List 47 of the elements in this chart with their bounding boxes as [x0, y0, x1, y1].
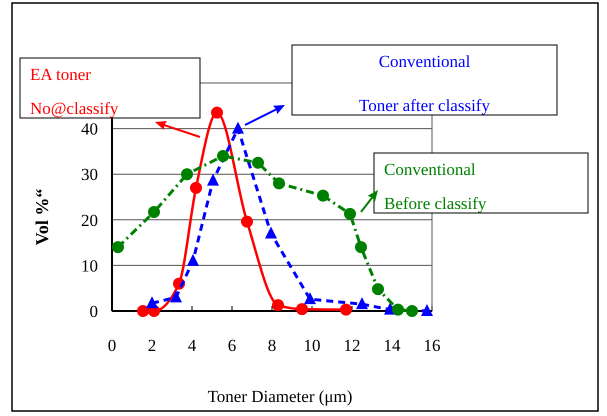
- x-axis-title: Toner Diameter (μm): [208, 387, 352, 406]
- point: [273, 177, 285, 190]
- point: [355, 241, 367, 254]
- point: [392, 304, 404, 316]
- x-tick-label: 0: [108, 336, 116, 355]
- point: [252, 156, 264, 169]
- point: [146, 296, 158, 308]
- y-tick-label: 40: [81, 120, 98, 139]
- point: [181, 168, 193, 180]
- point: [356, 297, 368, 310]
- x-tick-label: 16: [424, 336, 440, 355]
- point: [317, 190, 329, 202]
- y-tick-label: 20: [81, 210, 98, 230]
- point: [296, 303, 308, 316]
- point: [217, 150, 229, 162]
- x-tick-label: 2: [148, 336, 156, 355]
- point: [372, 283, 384, 296]
- point: [211, 106, 223, 119]
- point: [340, 304, 352, 316]
- x-tick-label: 6: [228, 336, 236, 355]
- point: [207, 174, 219, 186]
- series-label: Conventional Before classify: [384, 160, 487, 213]
- point: [304, 292, 316, 304]
- y-axis-title: Vol %“: [32, 188, 52, 246]
- text: Conventional Toner after classify: [359, 52, 490, 115]
- point: [190, 182, 202, 194]
- point: [272, 299, 284, 312]
- point: [265, 226, 277, 238]
- point: [421, 304, 433, 316]
- y-tick-label: 0: [90, 302, 98, 321]
- point: [232, 122, 244, 134]
- point: [187, 254, 199, 266]
- x-tick-label: 8: [268, 336, 276, 355]
- y-tick-label: 30: [81, 165, 98, 184]
- x-tick-label: 14: [384, 336, 401, 355]
- point: [241, 216, 253, 228]
- point: [170, 290, 182, 302]
- y-tick-label: 10: [81, 256, 98, 276]
- point: [112, 241, 124, 254]
- point: [137, 305, 149, 317]
- x-tick-label: 4: [188, 336, 197, 355]
- x-tick-label: 12: [344, 336, 360, 355]
- x-tick-label: 10: [304, 336, 320, 355]
- text: EA toner No@classify: [30, 65, 119, 118]
- point: [148, 206, 160, 218]
- point: [406, 305, 418, 317]
- point: [344, 208, 356, 220]
